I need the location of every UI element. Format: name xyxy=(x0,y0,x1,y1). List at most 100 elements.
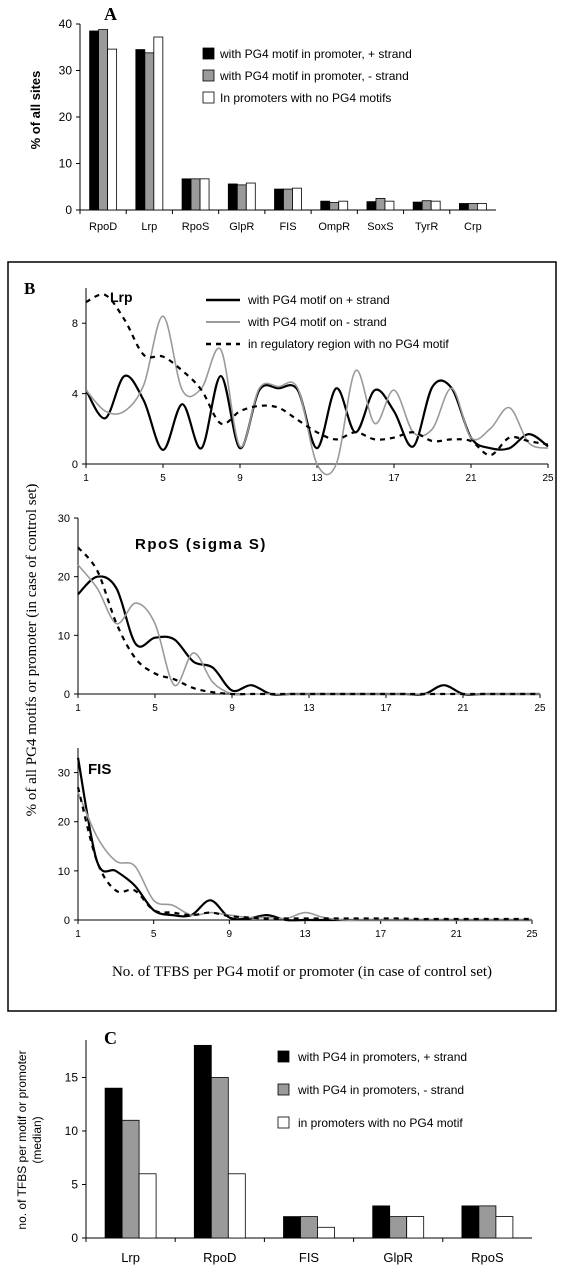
panel-a-category-label: GlpR xyxy=(229,221,254,233)
panel-c-ylabel: no. of TFBS per motif or promoter (median… xyxy=(15,1050,44,1229)
panel-b-frame xyxy=(7,261,557,1012)
panel-c-ytick-label: 15 xyxy=(65,1070,79,1084)
panel-b-xtick-label: 5 xyxy=(152,703,158,714)
panel-b-ytick-label: 20 xyxy=(58,817,70,829)
panel-a-bar xyxy=(227,183,238,211)
panel-a-legend-swatch xyxy=(202,47,215,60)
panel-b-xtick-label: 13 xyxy=(303,703,315,714)
panel-a-bar xyxy=(320,200,331,211)
panel-a-legend-label: with PG4 motif in promoter, - strand xyxy=(219,69,409,83)
panel-b-series-line xyxy=(85,315,549,476)
panel-a-legend: with PG4 motif in promoter, + strand with… xyxy=(202,47,412,105)
panel-a-bar xyxy=(245,182,256,211)
panel-b-subplot: 0 10 20 30 1 5 9 13 17 21 25 RpoS (sigma S) xyxy=(58,513,546,714)
panel-b-series-line xyxy=(76,787,532,921)
panel-a-ytick-label: 40 xyxy=(59,17,73,31)
panel-a-letter: A xyxy=(104,4,117,24)
panel-b-xtick-label: 25 xyxy=(534,703,546,714)
panel-b-xtick-label: 21 xyxy=(457,703,469,714)
panel-a-category-label: Lrp xyxy=(141,221,157,233)
panel-c-legend: with PG4 in promoters, + strand with PG4 … xyxy=(277,1050,467,1130)
panel-b-xtick-label: 1 xyxy=(75,703,81,714)
panel-a-legend-swatch xyxy=(202,91,215,104)
panel-b-subplot-title: Lrp xyxy=(110,289,133,305)
panel-a-bar xyxy=(384,200,395,211)
panel-b-legend-label: with PG4 motif on - strand xyxy=(247,315,387,329)
panel-b-ytick-label: 10 xyxy=(58,866,70,878)
panel-a-bar xyxy=(98,29,109,211)
panel-b-series-line xyxy=(77,546,540,696)
panel-a-bar xyxy=(412,201,423,211)
panel-b-xtick-label: 21 xyxy=(465,473,477,484)
panel-b-ytick-label: 30 xyxy=(58,768,70,780)
panel-c-bar xyxy=(372,1205,391,1239)
panel-b-ytick-label: 20 xyxy=(58,572,70,584)
panel-a-category-label: RpoD xyxy=(89,221,117,233)
panel-a-ytick-label: 0 xyxy=(65,203,72,217)
panel-c-category-label: RpoD xyxy=(203,1250,236,1265)
panel-b-xtick-label: 9 xyxy=(237,473,243,484)
panel-a-bar xyxy=(329,202,340,211)
panel-c-category-label: FIS xyxy=(299,1250,320,1265)
panel-b-ytick-label: 0 xyxy=(64,915,70,927)
panel-a-bar xyxy=(421,200,432,211)
panel-b-series-line xyxy=(85,293,549,457)
panel-c-ylabel-line: no. of TFBS per motif or promoter xyxy=(15,1050,29,1229)
panel-a-bar xyxy=(144,52,155,211)
panel-a-bar xyxy=(292,187,302,211)
panel-a-bar xyxy=(135,49,146,211)
panel-b-subplot: 0 4 8 1 5 9 13 17 21 25 Lrp xyxy=(72,288,554,484)
panel-a-category-label: SoxS xyxy=(367,221,393,233)
panel-c-bar xyxy=(283,1216,301,1239)
panel-a-bar-chart: A % of all sites 0 10 20 30 40 RpoD Lrp RpoS Glp… xyxy=(28,4,496,233)
panel-a-bar xyxy=(181,178,192,211)
panel-a-category-label: RpoS xyxy=(182,221,210,233)
panel-b-series-line xyxy=(76,757,532,922)
panel-b-xtick-label: 17 xyxy=(375,929,387,940)
panel-b-xlabel: No. of TFBS per PG4 motif or promoter (i… xyxy=(112,964,492,980)
panel-c-legend-label: with PG4 in promoters, + strand xyxy=(297,1050,467,1064)
panel-b-subplot: 0 10 20 30 1 5 9 13 17 21 25 FIS xyxy=(58,748,538,940)
panel-b-series-line xyxy=(77,575,540,696)
panel-a-bar xyxy=(476,203,487,211)
panel-a-bar xyxy=(366,201,377,211)
panel-c-category-label: GlpR xyxy=(383,1250,413,1265)
panel-c-bar xyxy=(300,1216,318,1239)
panel-b-ytick-label: 30 xyxy=(58,513,70,525)
panel-b-legend-label: with PG4 motif on + strand xyxy=(247,293,390,307)
panel-a-bar xyxy=(430,200,441,211)
panel-c-legend-swatch xyxy=(277,1083,290,1096)
panel-b-ylabel: % of all PG4 motifs or promoter (in case… xyxy=(24,484,40,817)
panel-a-bar xyxy=(274,188,284,211)
panel-b-xtick-label: 21 xyxy=(451,929,463,940)
panel-c-bar-chart: C no. of TFBS per motif or promoter (medi… xyxy=(15,1028,532,1265)
panel-a-bar xyxy=(467,203,478,211)
panel-c-ylabel-line: (median) xyxy=(30,1116,44,1163)
panel-c-legend-label: with PG4 in promoters, - strand xyxy=(297,1083,464,1097)
panel-b-xtick-label: 1 xyxy=(83,473,89,484)
panel-a-bar xyxy=(190,178,201,211)
panel-c-legend-swatch xyxy=(277,1050,290,1063)
panel-b-xtick-label: 9 xyxy=(229,703,235,714)
panel-b-ytick-label: 0 xyxy=(64,689,70,701)
panel-b-xtick-label: 5 xyxy=(160,473,166,484)
panel-a-bar xyxy=(236,184,247,211)
panel-a-category-label: FIS xyxy=(279,221,296,233)
panel-c-bar xyxy=(227,1173,246,1239)
panel-a-bar xyxy=(458,203,469,211)
panel-a-category-label: OmpR xyxy=(318,221,350,233)
panel-a-bar xyxy=(199,178,210,211)
panel-c-ytick-label: 0 xyxy=(71,1231,78,1245)
panel-c-category-label: RpoS xyxy=(471,1250,504,1265)
panel-b-xtick-label: 13 xyxy=(299,929,311,940)
panel-c-category-label: Lrp xyxy=(121,1250,140,1265)
panel-c-bar xyxy=(193,1044,212,1239)
panel-a-category-label: Crp xyxy=(464,221,482,233)
panel-c-bar xyxy=(478,1205,497,1239)
panel-b-line-charts: B % of all PG4 motifs or promoter (in ca… xyxy=(24,279,554,980)
panel-c-bar xyxy=(461,1205,480,1239)
panel-b-xtick-label: 17 xyxy=(388,473,400,484)
panel-a-bar xyxy=(89,30,100,211)
panel-c-bar xyxy=(138,1173,157,1239)
